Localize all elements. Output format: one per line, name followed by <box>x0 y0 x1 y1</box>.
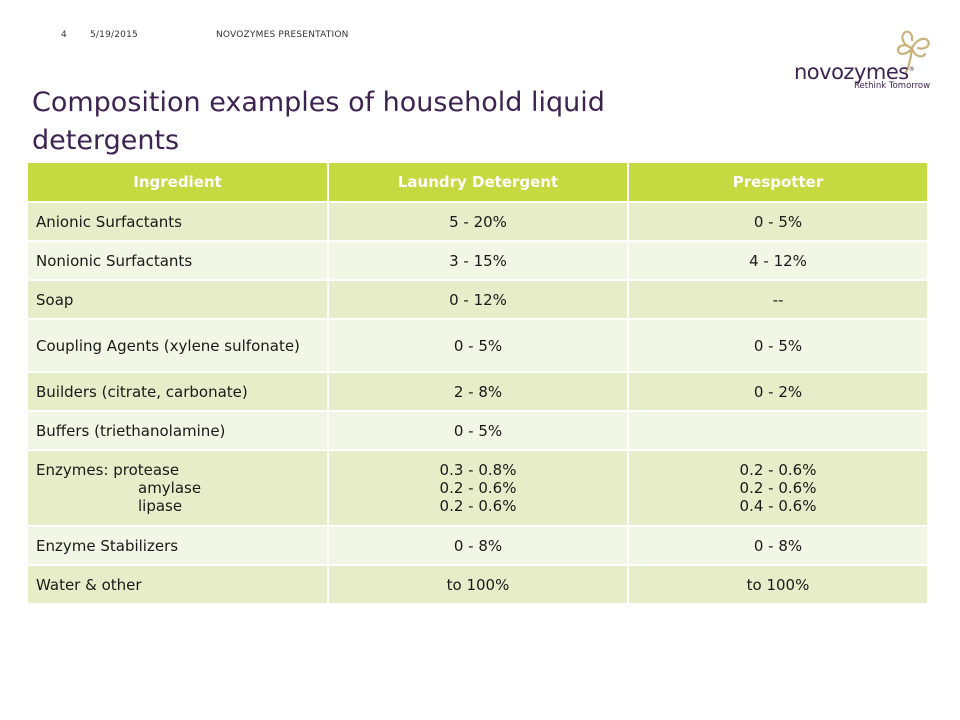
laundry-cell: 0 - 12% <box>328 280 629 320</box>
ingredient-cell: Enzyme Stabilizers <box>28 526 329 566</box>
table-row: Buffers (triethanolamine) 0 - 5% <box>28 411 929 451</box>
laundry-amylase-value: 0.2 - 0.6% <box>439 479 517 497</box>
ingredient-cell: Anionic Surfactants <box>28 202 329 242</box>
laundry-cell: 5 - 20% <box>328 202 629 242</box>
composition-table: Ingredient Laundry Detergent Prespotter … <box>28 163 929 605</box>
laundry-cell: 2 - 8% <box>328 372 629 412</box>
ingredient-cell: Builders (citrate, carbonate) <box>28 372 329 412</box>
laundry-cell: 0 - 5% <box>328 411 629 451</box>
table-row-enzymes: Enzymes: protease amylase lipase 0.3 - 0… <box>28 450 929 527</box>
logo-tagline: Rethink Tomorrow <box>854 81 931 91</box>
prespotter-cell: 0 - 2% <box>628 372 929 412</box>
prespotter-cell: 0 - 5% <box>628 319 929 373</box>
table-row: Coupling Agents (xylene sulfonate) 0 - 5… <box>28 319 929 373</box>
table-header-row: Ingredient Laundry Detergent Prespotter <box>28 163 929 203</box>
laundry-lipase-value: 0.2 - 0.6% <box>439 497 517 515</box>
enzyme-label-amylase: amylase <box>138 479 202 497</box>
prespotter-cell: 0 - 5% <box>628 202 929 242</box>
clover-icon <box>896 30 930 74</box>
prespotter-cell: -- <box>628 280 929 320</box>
logo-wordmark: novozymes® <box>794 60 915 84</box>
laundry-cell: 3 - 15% <box>328 241 629 281</box>
enzyme-label-lipase: lipase <box>138 497 183 515</box>
ingredient-cell: Enzymes: protease amylase lipase <box>28 450 329 527</box>
slide-number: 4 <box>61 30 67 40</box>
column-header-ingredient: Ingredient <box>28 163 329 203</box>
laundry-cell: 0 - 8% <box>328 526 629 566</box>
prespotter-lipase-value: 0.4 - 0.6% <box>739 497 817 515</box>
table-row: Water & other to 100% to 100% <box>28 565 929 605</box>
table-row: Soap 0 - 12% -- <box>28 280 929 320</box>
page-title: Composition examples of household liquid… <box>32 87 605 157</box>
ingredient-cell: Nonionic Surfactants <box>28 241 329 281</box>
slide-date: 5/19/2015 <box>90 30 138 40</box>
laundry-cell: to 100% <box>328 565 629 605</box>
table-row: Nonionic Surfactants 3 - 15% 4 - 12% <box>28 241 929 281</box>
prespotter-amylase-value: 0.2 - 0.6% <box>739 479 817 497</box>
ingredient-cell: Buffers (triethanolamine) <box>28 411 329 451</box>
prespotter-cell: 0 - 8% <box>628 526 929 566</box>
table-row: Builders (citrate, carbonate) 2 - 8% 0 -… <box>28 372 929 412</box>
ingredient-cell: Soap <box>28 280 329 320</box>
ingredient-cell: Coupling Agents (xylene sulfonate) <box>28 319 329 373</box>
prespotter-protease-value: 0.2 - 0.6% <box>739 461 817 479</box>
table-row: Enzyme Stabilizers 0 - 8% 0 - 8% <box>28 526 929 566</box>
prespotter-cell <box>628 411 929 451</box>
prespotter-cell: to 100% <box>628 565 929 605</box>
column-header-laundry-detergent: Laundry Detergent <box>328 163 629 203</box>
laundry-cell: 0 - 5% <box>328 319 629 373</box>
enzyme-label-protease: Enzymes: protease <box>36 461 180 479</box>
prespotter-cell: 4 - 12% <box>628 241 929 281</box>
table-row: Anionic Surfactants 5 - 20% 0 - 5% <box>28 202 929 242</box>
novozymes-logo: novozymes® Rethink Tomorrow <box>792 26 942 96</box>
column-header-prespotter: Prespotter <box>628 163 929 203</box>
presentation-name: NOVOZYMES PRESENTATION <box>216 30 349 40</box>
prespotter-cell: 0.2 - 0.6% 0.2 - 0.6% 0.4 - 0.6% <box>628 450 929 527</box>
laundry-protease-value: 0.3 - 0.8% <box>439 461 517 479</box>
ingredient-cell: Water & other <box>28 565 329 605</box>
laundry-cell: 0.3 - 0.8% 0.2 - 0.6% 0.2 - 0.6% <box>328 450 629 527</box>
